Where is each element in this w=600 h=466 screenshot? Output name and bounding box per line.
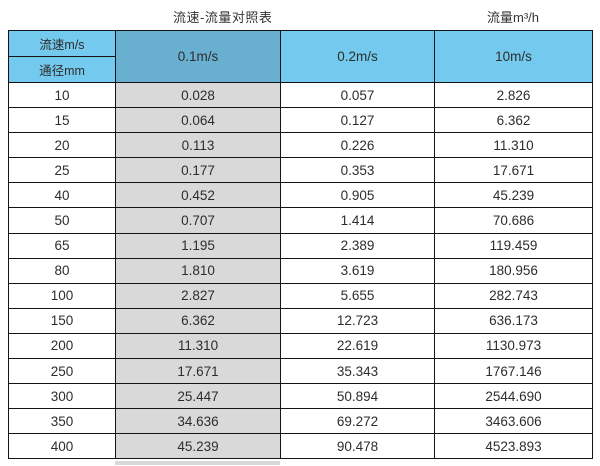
table-row: 15 0.064 0.127 6.362 — [8, 107, 593, 134]
flow-value-cell: 22.619 — [280, 332, 435, 360]
flow-value-cell: 0.707 — [115, 207, 281, 234]
diameter-cell: 40 — [8, 182, 116, 209]
table-row: 300 25.447 50.894 2544.690 — [8, 383, 593, 410]
header-col-10ms: 10m/s — [434, 30, 593, 83]
flow-value-cell: 70.686 — [434, 207, 593, 234]
titlebar: 流速-流量对照表 流量m³/h — [0, 0, 600, 30]
flow-value-cell: 0.113 — [115, 132, 281, 159]
diameter-cell: 100 — [8, 282, 116, 309]
flow-value-cell: 1130.973 — [434, 332, 593, 360]
flow-value-cell: 2.827 — [115, 282, 281, 309]
flow-value-cell: 5.655 — [280, 282, 435, 309]
table-row: 25 0.177 0.353 17.671 — [8, 157, 593, 184]
table-row: 200 11.310 22.619 1130.973 — [8, 332, 593, 360]
flow-value-cell: 282.743 — [434, 282, 593, 309]
diameter-cell: 80 — [8, 257, 116, 284]
header-diameter-label: 通径mm — [8, 56, 116, 83]
table-row: 20 0.113 0.226 11.310 — [8, 132, 593, 159]
table-row: 350 34.636 69.272 3463.606 — [8, 408, 593, 435]
diameter-cell: 150 — [8, 307, 116, 334]
diameter-cell: 250 — [8, 358, 116, 385]
table-row: 50 0.707 1.414 70.686 — [8, 207, 593, 234]
flow-value-cell: 0.127 — [280, 107, 435, 134]
gray-column-shadow — [115, 461, 280, 465]
table-row: 100 2.827 5.655 282.743 — [8, 282, 593, 309]
flow-value-cell: 11.310 — [434, 132, 593, 159]
flow-value-cell: 0.064 — [115, 107, 281, 134]
table-row: 250 17.671 35.343 1767.146 — [8, 358, 593, 385]
flow-value-cell: 180.956 — [434, 257, 593, 284]
diameter-cell: 25 — [8, 157, 116, 184]
header-velocity-label: 流速m/s — [8, 30, 116, 57]
flow-value-cell: 119.459 — [434, 232, 593, 259]
flow-value-cell: 636.173 — [434, 307, 593, 334]
flow-value-cell: 3463.606 — [434, 408, 593, 435]
flow-value-cell: 45.239 — [115, 433, 281, 460]
diameter-cell: 65 — [8, 232, 116, 259]
diameter-cell: 350 — [8, 408, 116, 435]
flow-value-cell: 50.894 — [280, 383, 435, 410]
flow-value-cell: 25.447 — [115, 383, 281, 410]
flow-value-cell: 6.362 — [434, 107, 593, 134]
flow-value-cell: 17.671 — [115, 358, 281, 385]
flow-value-cell: 11.310 — [115, 332, 281, 360]
table-title: 流速-流量对照表 — [173, 10, 273, 25]
flow-value-cell: 90.478 — [280, 433, 435, 460]
flow-value-cell: 69.272 — [280, 408, 435, 435]
table-body: 10 0.028 0.057 2.826 15 0.064 0.127 6.362 20 0.11… — [8, 81, 593, 460]
flow-value-cell: 1.414 — [280, 207, 435, 234]
diameter-cell: 400 — [8, 433, 116, 460]
flow-rate-table: 流速m/s 0.1m/s 0.2m/s 10m/s 通径mm 10 0.028 0.… — [8, 30, 593, 460]
flow-value-cell: 6.362 — [115, 307, 281, 334]
flow-value-cell: 1767.146 — [434, 358, 593, 385]
flow-value-cell: 45.239 — [434, 182, 593, 209]
flow-value-cell: 2.826 — [434, 81, 593, 109]
flow-value-cell: 0.905 — [280, 182, 435, 209]
flow-value-cell: 0.028 — [115, 81, 281, 109]
flow-value-cell: 0.177 — [115, 157, 281, 184]
table-row: 40 0.452 0.905 45.239 — [8, 182, 593, 209]
flow-value-cell: 1.195 — [115, 232, 281, 259]
header-col-0-2ms: 0.2m/s — [280, 30, 435, 83]
table-row: 10 0.028 0.057 2.826 — [8, 81, 593, 109]
diameter-cell: 10 — [8, 81, 116, 109]
diameter-cell: 20 — [8, 132, 116, 159]
flow-value-cell: 2.389 — [280, 232, 435, 259]
flow-value-cell: 35.343 — [280, 358, 435, 385]
flow-value-cell: 4523.893 — [434, 433, 593, 460]
unit-title: 流量m³/h — [487, 10, 540, 25]
flow-value-cell: 17.671 — [434, 157, 593, 184]
diameter-cell: 300 — [8, 383, 116, 410]
table-row: 80 1.810 3.619 180.956 — [8, 257, 593, 284]
diameter-cell: 15 — [8, 107, 116, 134]
flow-value-cell: 34.636 — [115, 408, 281, 435]
table-header: 流速m/s 0.1m/s 0.2m/s 10m/s 通径mm — [8, 30, 593, 83]
header-col-0-1ms: 0.1m/s — [115, 30, 281, 83]
flow-value-cell: 0.452 — [115, 182, 281, 209]
flow-value-cell: 12.723 — [280, 307, 435, 334]
flow-value-cell: 2544.690 — [434, 383, 593, 410]
table-row: 65 1.195 2.389 119.459 — [8, 232, 593, 259]
flow-value-cell: 0.353 — [280, 157, 435, 184]
flow-value-cell: 1.810 — [115, 257, 281, 284]
diameter-cell: 50 — [8, 207, 116, 234]
flow-value-cell: 0.057 — [280, 81, 435, 109]
table-row: 150 6.362 12.723 636.173 — [8, 307, 593, 334]
table-row: 400 45.239 90.478 4523.893 — [8, 433, 593, 460]
flow-value-cell: 3.619 — [280, 257, 435, 284]
flow-value-cell: 0.226 — [280, 132, 435, 159]
diameter-cell: 200 — [8, 332, 116, 360]
